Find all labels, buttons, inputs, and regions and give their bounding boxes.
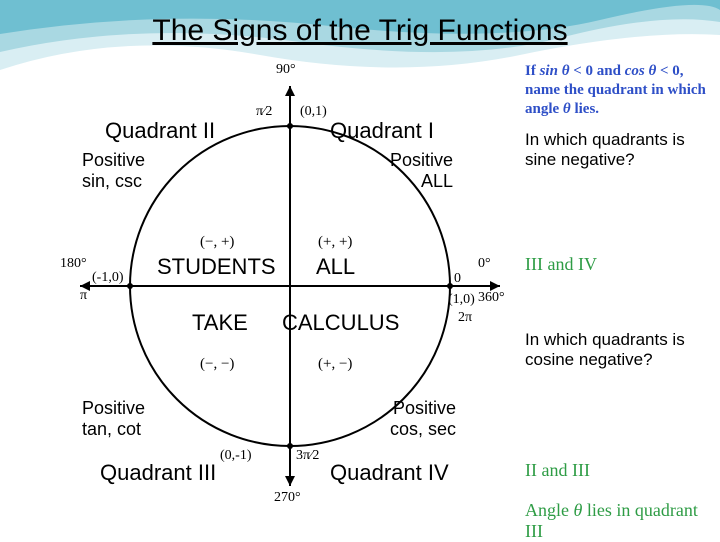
q4-signs: (+, −) xyxy=(318,356,352,373)
q3-signs: (−, −) xyxy=(200,356,234,373)
mnemonic-students: STUDENTS xyxy=(157,254,276,280)
q2-positive-label: Positive xyxy=(82,150,145,170)
q3-positive-funcs: tan, cot xyxy=(82,419,141,439)
pi-label: π xyxy=(80,288,87,304)
answer-cosine-negative: II and III xyxy=(525,460,715,481)
svg-text:0: 0 xyxy=(454,271,461,286)
angle-360-label: 360° xyxy=(478,290,505,306)
angle-270-label: 270° xyxy=(274,490,301,506)
angle-90-label: 90° xyxy=(276,62,296,78)
question-cosine-negative: In which quadrants is cosine negative? xyxy=(525,330,715,371)
q2-signs: (−, +) xyxy=(200,234,234,251)
point-top-label: (0,1) xyxy=(300,104,327,120)
quadrant-4-title: Quadrant IV xyxy=(330,460,449,486)
three-pi-over-2-label: 3π⁄2 xyxy=(296,448,319,464)
mnemonic-all: ALL xyxy=(316,254,355,280)
q4-positive-label: Positive xyxy=(393,398,456,418)
two-pi-label: 2π xyxy=(458,310,472,326)
point-left-label: (-1,0) xyxy=(92,270,124,286)
page-title: The Signs of the Trig Functions xyxy=(0,14,720,48)
angle-180-label: 180° xyxy=(60,256,87,272)
final-answer: Angle θ lies in quadrant III xyxy=(525,500,715,542)
q1-signs: (+, +) xyxy=(318,234,352,251)
q1-positive-funcs: ALL xyxy=(405,171,453,191)
point-right-label: (1,0) xyxy=(448,292,475,308)
mnemonic-calculus: CALCULUS xyxy=(282,310,399,336)
point-bottom-label: (0,-1) xyxy=(220,448,252,464)
question-prompt: If sin θ < 0 and cos θ < 0, name the qua… xyxy=(525,62,715,118)
angle-0-label: 0° xyxy=(478,256,491,272)
quadrant-2-title: Quadrant II xyxy=(105,118,215,144)
q1-positive-label: Positive xyxy=(390,150,453,170)
quadrant-3-title: Quadrant III xyxy=(100,460,216,486)
q2-positive-funcs: sin, csc xyxy=(82,171,142,191)
quadrant-1-title: Quadrant I xyxy=(330,118,434,144)
mnemonic-take: TAKE xyxy=(192,310,248,336)
pi-over-2-label: π⁄2 xyxy=(256,104,272,120)
question-sine-negative: In which quadrants is sine negative? xyxy=(525,130,715,171)
q3-positive-label: Positive xyxy=(82,398,145,418)
q4-positive-funcs: cos, sec xyxy=(390,419,456,439)
answer-sine-negative: III and IV xyxy=(525,254,715,275)
